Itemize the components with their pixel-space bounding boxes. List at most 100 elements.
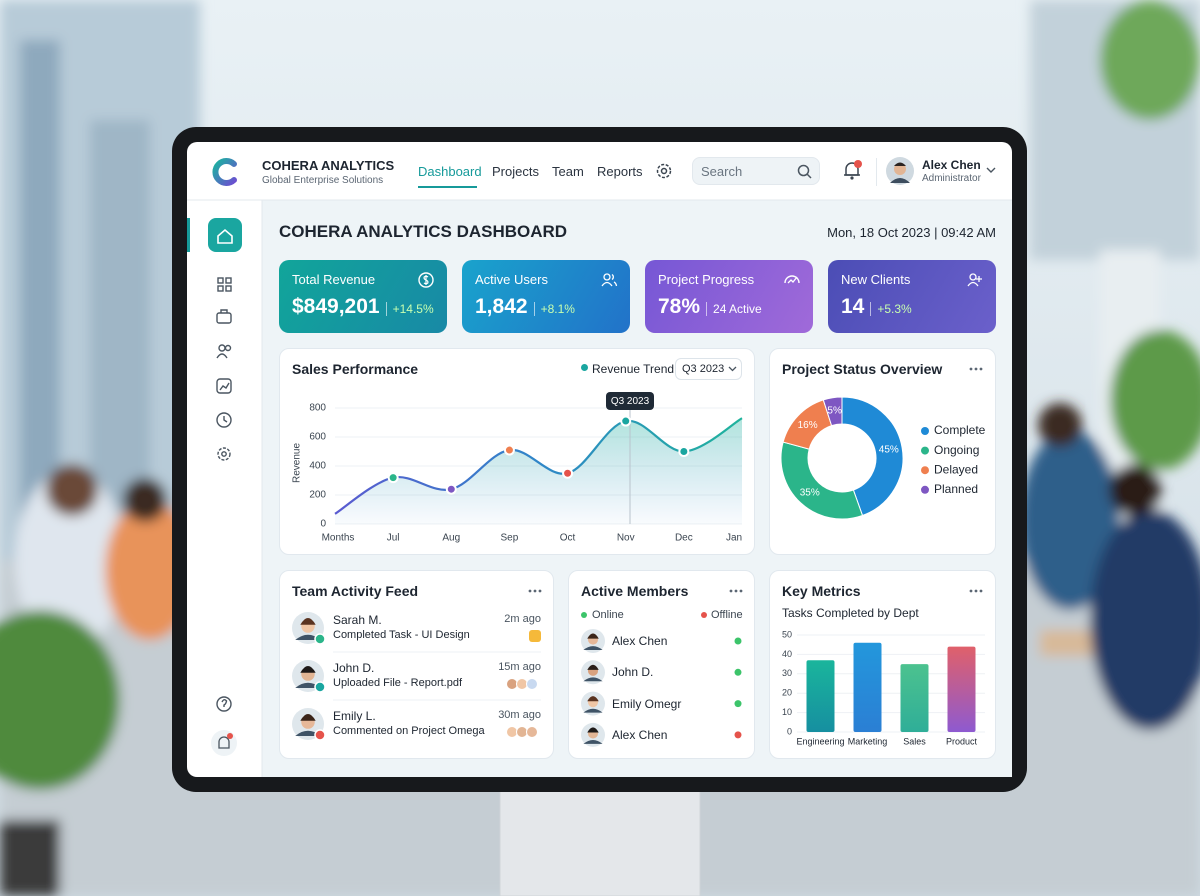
task-icon bbox=[529, 630, 541, 642]
kpi-label: Active Users bbox=[475, 272, 548, 287]
user-menu-chevron[interactable] bbox=[986, 167, 996, 175]
avatar-hair bbox=[300, 666, 316, 673]
chart-subtitle: Tasks Completed by Dept bbox=[782, 606, 919, 620]
member-status bbox=[734, 731, 742, 739]
donut-slice bbox=[841, 396, 904, 517]
kpi-number: 78% bbox=[658, 295, 701, 318]
panel-title: Active Members bbox=[581, 583, 689, 599]
legend-label: Planned bbox=[934, 482, 978, 496]
kpi-change: +8.1% bbox=[533, 302, 575, 316]
grid-nav-icon[interactable] bbox=[217, 277, 232, 292]
search-box[interactable]: Search bbox=[692, 157, 820, 185]
kpi-label: New Clients bbox=[841, 272, 911, 287]
dashboard-title: COHERA ANALYTICS DASHBOARD bbox=[279, 222, 568, 241]
offline-dot bbox=[701, 612, 707, 618]
kpi-number: 1,842 bbox=[475, 295, 528, 318]
kpi-card[interactable]: Active Users 1,842 +8.1% bbox=[462, 260, 630, 333]
x-tick-label: Oct bbox=[560, 533, 576, 544]
kpi-icon bbox=[784, 275, 800, 284]
panel-title: Key Metrics bbox=[782, 583, 861, 599]
settings-nav-icon[interactable] bbox=[217, 447, 231, 461]
team-nav-icon[interactable] bbox=[216, 344, 232, 359]
activity-name: Emily L. bbox=[333, 709, 376, 723]
history-nav-icon[interactable] bbox=[216, 412, 232, 428]
online-label: Online bbox=[592, 609, 624, 621]
avatar-hair bbox=[587, 633, 599, 639]
activity-action: Uploaded File - Report.pdf bbox=[333, 677, 463, 689]
y-tick-label: 600 bbox=[309, 432, 326, 443]
kpi-icon bbox=[967, 273, 982, 287]
kpi-value: 78% 24 Active bbox=[658, 295, 762, 319]
member-name: Emily Omegr bbox=[612, 696, 682, 711]
bar bbox=[853, 642, 882, 732]
logo[interactable] bbox=[208, 155, 242, 189]
kpi-icon bbox=[418, 272, 434, 288]
legend-swatch bbox=[921, 466, 929, 475]
dropdown-chevron bbox=[728, 366, 737, 372]
status-badge bbox=[314, 633, 326, 645]
panel-title: Sales Performance bbox=[292, 361, 419, 377]
participant-avatar bbox=[526, 726, 538, 738]
avatar-body bbox=[583, 677, 603, 682]
nav-link[interactable]: Projects bbox=[492, 164, 539, 179]
analytics-nav-icon[interactable] bbox=[216, 378, 232, 394]
avatar-hair bbox=[300, 618, 316, 625]
nav-link[interactable]: Team bbox=[552, 164, 584, 179]
datetime: Mon, 18 Oct 2023 | 09:42 AM bbox=[827, 225, 996, 240]
legend-label: Revenue Trend bbox=[592, 362, 675, 376]
user-avatar[interactable] bbox=[886, 157, 914, 185]
nav-underline bbox=[418, 186, 477, 188]
participant-avatar bbox=[526, 678, 538, 690]
period-dropdown[interactable]: Q3 2023 bbox=[675, 358, 742, 380]
activity-time: 15m ago bbox=[498, 661, 541, 673]
activity-time: 2m ago bbox=[504, 613, 541, 625]
kpi-card[interactable]: Total Revenue $849,201 +14.5% bbox=[279, 260, 447, 333]
settings-button[interactable] bbox=[655, 162, 673, 180]
bar bbox=[947, 646, 976, 732]
x-tick-label: Engineering bbox=[796, 736, 844, 746]
status-badge bbox=[314, 729, 326, 741]
y-tick-label: 40 bbox=[782, 649, 792, 659]
y-tick-label: 800 bbox=[309, 403, 326, 414]
kpi-value: 14 +5.3% bbox=[841, 295, 912, 319]
kpi-change: +5.3% bbox=[870, 302, 912, 316]
kpi-card[interactable]: Project Progress 78% 24 Active bbox=[645, 260, 813, 333]
participant-avatar bbox=[516, 726, 528, 738]
kpi-card[interactable]: New Clients 14 +5.3% bbox=[828, 260, 996, 333]
more-menus[interactable] bbox=[528, 367, 983, 593]
home-button[interactable] bbox=[208, 218, 242, 252]
tagline: Global Enterprise Solutions bbox=[262, 175, 384, 186]
y-axis-label: Revenue bbox=[292, 443, 303, 483]
period-label: Q3 2023 bbox=[682, 363, 725, 375]
help-button[interactable] bbox=[216, 696, 232, 712]
status-badge bbox=[314, 681, 326, 693]
participant-avatar bbox=[506, 678, 518, 690]
projects-nav-icon[interactable] bbox=[216, 309, 232, 324]
member-status bbox=[734, 700, 742, 708]
user-role: Administrator bbox=[922, 173, 981, 184]
member-status bbox=[734, 668, 742, 676]
activity-time: 30m ago bbox=[498, 709, 541, 721]
avatar-body bbox=[583, 740, 603, 744]
x-tick-label: Dec bbox=[675, 533, 693, 544]
y-tick-label: 20 bbox=[782, 688, 792, 698]
x-axis-label: Months bbox=[322, 533, 355, 544]
x-tick-label: Nov bbox=[617, 533, 635, 544]
y-tick-label: 0 bbox=[320, 519, 326, 530]
notifications-button[interactable] bbox=[842, 158, 864, 182]
data-point bbox=[503, 444, 515, 456]
x-tick-label: Product bbox=[946, 736, 978, 746]
bar bbox=[806, 660, 835, 732]
nav-link[interactable]: Dashboard bbox=[418, 164, 482, 179]
y-tick-label: 0 bbox=[787, 726, 792, 736]
kpi-value: $849,201 +14.5% bbox=[292, 295, 434, 319]
search-icon bbox=[797, 164, 812, 179]
nav-link[interactable]: Reports bbox=[597, 164, 643, 179]
x-tick-label: Sep bbox=[501, 533, 519, 544]
sidebar bbox=[187, 218, 242, 756]
member-avatar bbox=[581, 660, 605, 685]
legend-label: Ongoing bbox=[934, 443, 979, 457]
member-name: Alex Chen bbox=[612, 727, 668, 742]
y-tick-label: 50 bbox=[782, 629, 792, 639]
kpi-value: 1,842 +8.1% bbox=[475, 295, 575, 319]
